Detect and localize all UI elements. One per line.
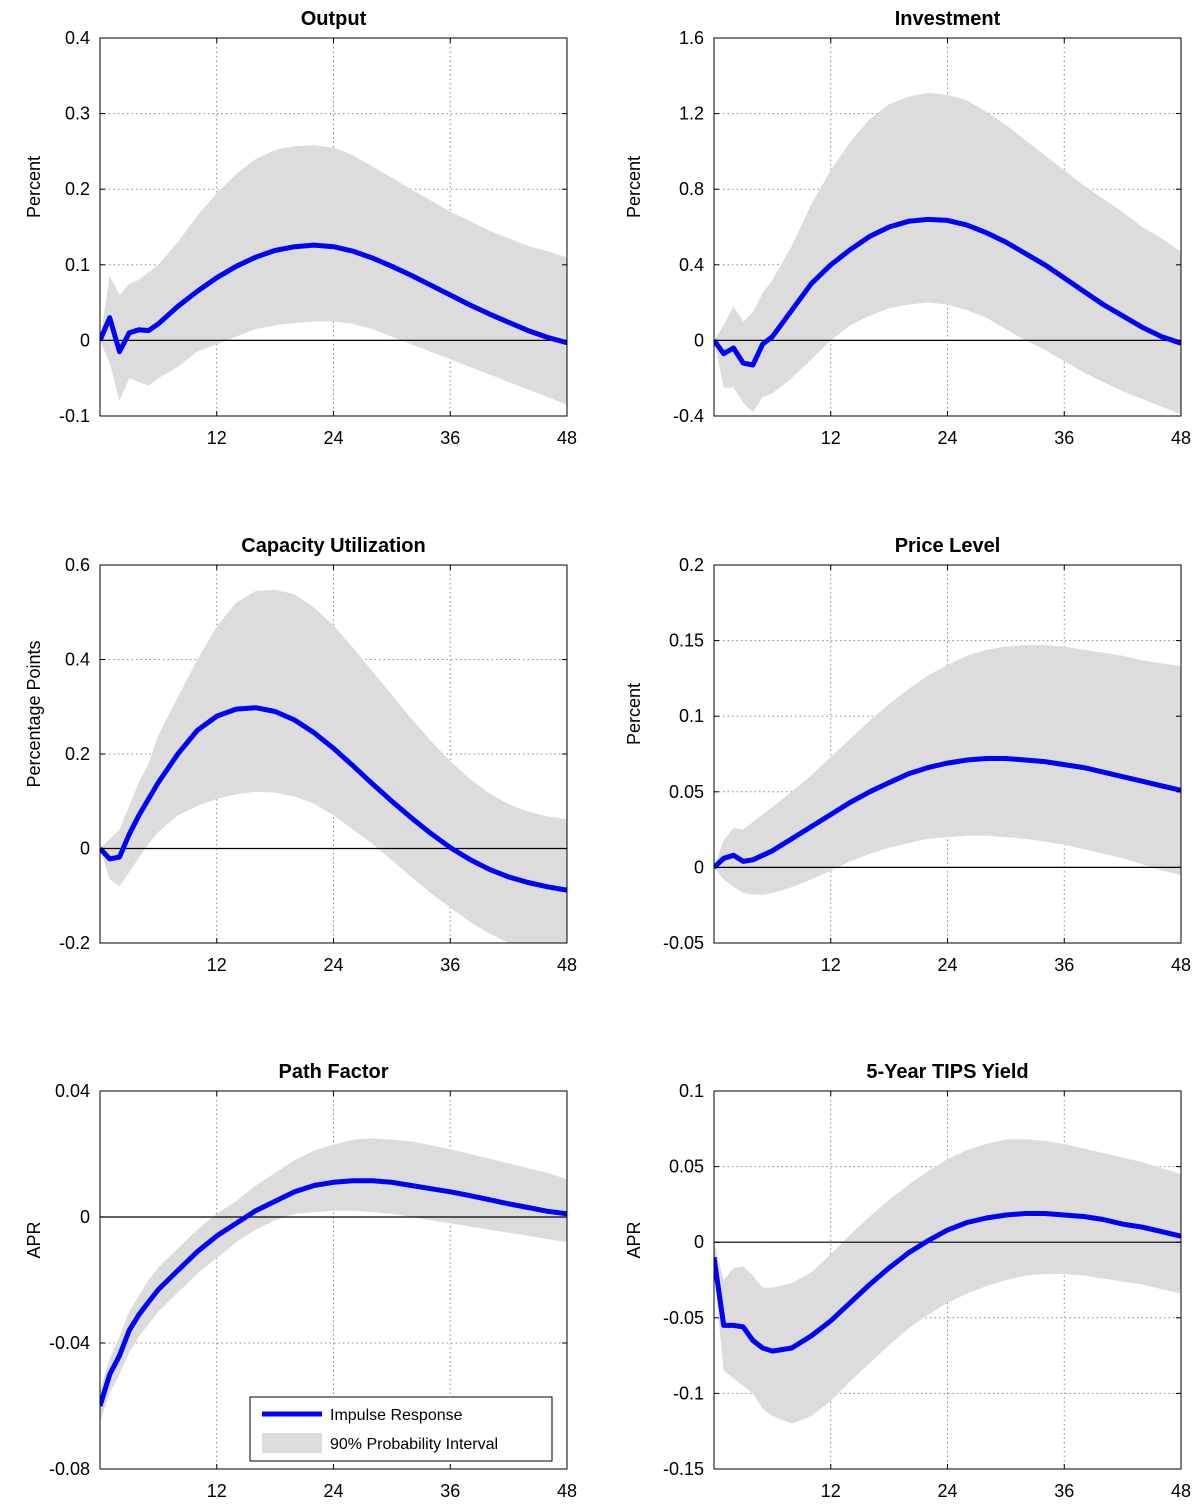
x-tick-label: 24	[323, 1481, 343, 1501]
probability-band	[100, 1138, 567, 1422]
y-tick-label: 0	[80, 330, 90, 350]
y-tick-label: 0	[80, 839, 90, 859]
chart-title: Capacity Utilization	[241, 535, 425, 557]
chart-title: Price Level	[895, 535, 1001, 557]
y-tick-label: 0.2	[679, 555, 704, 575]
y-tick-label: 0.8	[679, 179, 704, 199]
panel-1: 12 24 36 48 -0.4 0 0.4 0.8 1.2 1.6 Investment Perce…	[624, 8, 1191, 448]
y-tick-label: 0	[694, 857, 704, 877]
probability-band	[100, 589, 567, 943]
probability-band	[714, 1139, 1181, 1424]
x-tick-label: 48	[557, 428, 577, 448]
data-layer	[714, 645, 1181, 895]
y-tick-label: 0.4	[65, 28, 90, 48]
impulse-response-line	[714, 756, 1181, 870]
y-tick-label: 0.05	[669, 1157, 704, 1177]
x-tick-label: 36	[440, 1481, 460, 1501]
x-tick-label: 12	[821, 428, 841, 448]
y-tick-label: 0.3	[65, 104, 90, 124]
y-tick-label: 0.4	[65, 650, 90, 670]
y-tick-label: -0.15	[663, 1459, 704, 1479]
y-tick-label: -0.04	[49, 1333, 90, 1353]
y-tick-label: -0.4	[673, 406, 704, 426]
x-tick-label: 36	[1054, 1481, 1074, 1501]
panel-3: 12 24 36 48 -0.05 0 0.05 0.1 0.15 0.2 Price Level P…	[624, 535, 1191, 975]
legend: Impulse Response 90% Probability Interval	[249, 1396, 553, 1462]
probability-band	[100, 145, 567, 405]
x-tick-label: 24	[937, 955, 957, 975]
x-tick-label: 48	[557, 955, 577, 975]
y-tick-label: -0.2	[59, 933, 90, 953]
x-tick-label: 36	[440, 955, 460, 975]
y-tick-label: -0.05	[663, 1308, 704, 1328]
x-tick-label: 24	[323, 428, 343, 448]
data-layer	[100, 1138, 567, 1422]
y-tick-label: 0	[694, 330, 704, 350]
impulse-response-line	[714, 216, 1181, 368]
y-tick-label: 0.1	[65, 255, 90, 275]
chart-title: Investment	[895, 8, 1001, 30]
x-tick-label: 48	[557, 1481, 577, 1501]
data-layer	[100, 145, 567, 405]
panel-4: 12 24 36 48 -0.08 -0.04 0 0.04 Path Factor APR Imp…	[24, 1061, 577, 1501]
impulse-response-line	[100, 242, 567, 355]
data-layer	[714, 92, 1181, 415]
x-tick-label: 12	[207, 955, 227, 975]
y-tick-label: 0.1	[679, 1081, 704, 1101]
y-tick-label: 0.04	[55, 1081, 90, 1101]
x-tick-label: 12	[207, 428, 227, 448]
data-layer	[100, 589, 567, 943]
x-tick-label: 48	[1171, 1481, 1191, 1501]
impulse-response-line	[714, 1211, 1181, 1354]
panel-5: 12 24 36 48 -0.15 -0.1 -0.05 0 0.05 0.1 5-Year TIP…	[624, 1061, 1191, 1501]
chart-title: Output	[301, 8, 367, 30]
y-tick-label: -0.1	[59, 406, 90, 426]
legend-label-band: 90% Probability Interval	[330, 1436, 498, 1453]
data-layer	[714, 1139, 1181, 1424]
panel-2: 12 24 36 48 -0.2 0 0.2 0.4 0.6 Capacity Utilizati…	[24, 535, 577, 975]
legend-label-impulse: Impulse Response	[330, 1407, 463, 1424]
y-axis-label: Percent	[624, 156, 644, 218]
y-tick-label: -0.1	[673, 1383, 704, 1403]
chart-title: Path Factor	[278, 1061, 388, 1083]
y-tick-label: 0.4	[679, 255, 704, 275]
y-tick-label: 0.6	[65, 555, 90, 575]
panel-0: 12 24 36 48 -0.1 0 0.1 0.2 0.3 0.4 Output Percent	[24, 8, 577, 448]
x-tick-label: 36	[1054, 428, 1074, 448]
y-tick-label: 0	[80, 1207, 90, 1227]
x-tick-label: 48	[1171, 428, 1191, 448]
x-tick-label: 36	[440, 428, 460, 448]
y-tick-label: 1.2	[679, 104, 704, 124]
impulse-response-line	[100, 705, 567, 893]
probability-band	[714, 645, 1181, 895]
x-tick-label: 12	[821, 1481, 841, 1501]
y-tick-label: -0.08	[49, 1459, 90, 1479]
y-axis-label: APR	[624, 1221, 644, 1258]
y-tick-label: 0.15	[669, 631, 704, 651]
x-tick-label: 36	[1054, 955, 1074, 975]
x-tick-label: 12	[207, 1481, 227, 1501]
legend-band-swatch	[262, 1433, 322, 1453]
x-tick-label: 12	[821, 955, 841, 975]
y-tick-label: 0.05	[669, 782, 704, 802]
y-axis-label: Percent	[624, 683, 644, 745]
probability-band	[714, 92, 1181, 415]
x-tick-label: 24	[937, 428, 957, 448]
y-tick-label: 1.6	[679, 28, 704, 48]
y-tick-label: 0.2	[65, 744, 90, 764]
chart-title: 5-Year TIPS Yield	[866, 1061, 1028, 1083]
y-axis-label: APR	[24, 1221, 44, 1258]
impulse-response-line	[100, 1178, 567, 1407]
x-tick-label: 24	[323, 955, 343, 975]
y-axis-label: Percent	[24, 156, 44, 218]
x-tick-label: 48	[1171, 955, 1191, 975]
x-tick-label: 24	[937, 1481, 957, 1501]
y-tick-label: -0.05	[663, 933, 704, 953]
y-tick-label: 0	[694, 1232, 704, 1252]
y-tick-label: 0.2	[65, 179, 90, 199]
y-tick-label: 0.1	[679, 706, 704, 726]
y-axis-label: Percentage Points	[24, 640, 44, 787]
